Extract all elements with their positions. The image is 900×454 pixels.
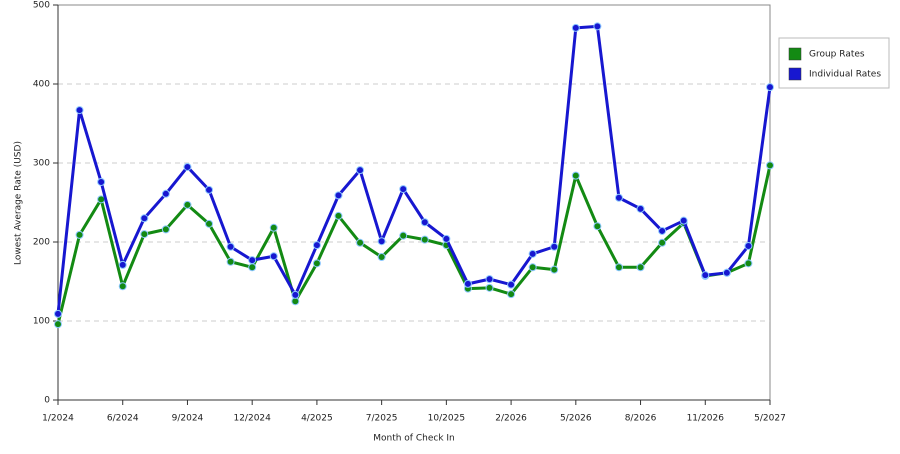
point <box>420 235 429 244</box>
point <box>183 200 192 209</box>
x-tick-label: 1/2024 <box>42 414 74 424</box>
point <box>161 189 170 198</box>
y-tick-label: 300 <box>33 159 50 169</box>
point <box>636 204 645 213</box>
point <box>291 290 300 299</box>
point <box>54 309 62 318</box>
x-tick-label: 5/2026 <box>560 414 592 424</box>
point <box>377 253 386 262</box>
point <box>614 263 623 272</box>
series-line <box>56 165 772 325</box>
point <box>528 263 537 272</box>
point <box>269 223 278 232</box>
point <box>140 214 149 223</box>
point <box>75 230 84 239</box>
point <box>701 271 710 280</box>
x-tick-label: 10/2025 <box>428 414 465 424</box>
y-axis-label: Lowest Average Rate (USD) <box>14 141 24 265</box>
point <box>226 242 235 251</box>
point <box>97 177 106 186</box>
point <box>399 231 408 240</box>
point <box>420 218 429 227</box>
point <box>75 106 84 115</box>
y-tick-label: 200 <box>33 238 50 248</box>
point <box>636 263 645 272</box>
point <box>356 238 365 247</box>
point <box>614 193 623 202</box>
legend-box <box>778 37 890 89</box>
point <box>658 226 667 235</box>
point <box>550 265 559 274</box>
x-axis-label: Month of Check In <box>373 434 455 444</box>
y-tick-label: 500 <box>33 1 50 11</box>
x-tick-label: 2/2026 <box>495 414 527 424</box>
legend-label: Group Rates <box>809 50 865 60</box>
point <box>744 241 753 250</box>
point <box>312 259 321 268</box>
point <box>399 185 408 194</box>
point <box>118 282 127 291</box>
x-tick-label: 4/2025 <box>301 414 333 424</box>
x-tick-label: 7/2025 <box>366 414 398 424</box>
x-tick-label: 8/2026 <box>625 414 657 424</box>
point <box>528 249 537 258</box>
point <box>140 230 149 239</box>
x-tick-label: 12/2024 <box>233 414 271 424</box>
point <box>485 283 494 292</box>
x-tick-label: 6/2024 <box>107 414 139 424</box>
point <box>593 22 602 31</box>
point <box>118 260 127 269</box>
x-tick-label: 5/2027 <box>754 414 786 424</box>
x-tick-label: 11/2026 <box>687 414 725 424</box>
point <box>377 237 386 246</box>
point <box>248 263 257 272</box>
point <box>334 211 343 220</box>
point <box>571 23 580 32</box>
x-tick-label: 9/2024 <box>172 414 204 424</box>
point <box>679 216 688 225</box>
point <box>334 191 343 200</box>
point <box>248 256 257 265</box>
point <box>226 257 235 266</box>
point <box>356 166 365 175</box>
point <box>722 268 731 277</box>
point <box>312 241 321 250</box>
point <box>205 219 214 228</box>
point <box>507 290 516 299</box>
point <box>507 280 516 289</box>
point <box>744 259 753 268</box>
plot-area <box>57 4 771 401</box>
point <box>766 83 774 92</box>
point <box>593 222 602 231</box>
legend-swatch <box>788 47 802 61</box>
y-tick-label: 0 <box>44 396 50 406</box>
y-tick-label: 400 <box>33 80 50 90</box>
point <box>571 171 580 180</box>
y-tick-label: 100 <box>33 317 50 327</box>
point <box>463 279 472 288</box>
point <box>766 161 774 170</box>
point <box>658 238 667 247</box>
point <box>442 234 451 243</box>
point <box>269 252 278 261</box>
point <box>205 185 214 194</box>
point <box>54 320 62 329</box>
series-line <box>56 24 772 315</box>
point <box>161 225 170 234</box>
point <box>485 275 494 284</box>
legend-swatch <box>788 67 802 81</box>
point <box>183 162 192 171</box>
point <box>550 242 559 251</box>
legend-label: Individual Rates <box>809 70 881 80</box>
